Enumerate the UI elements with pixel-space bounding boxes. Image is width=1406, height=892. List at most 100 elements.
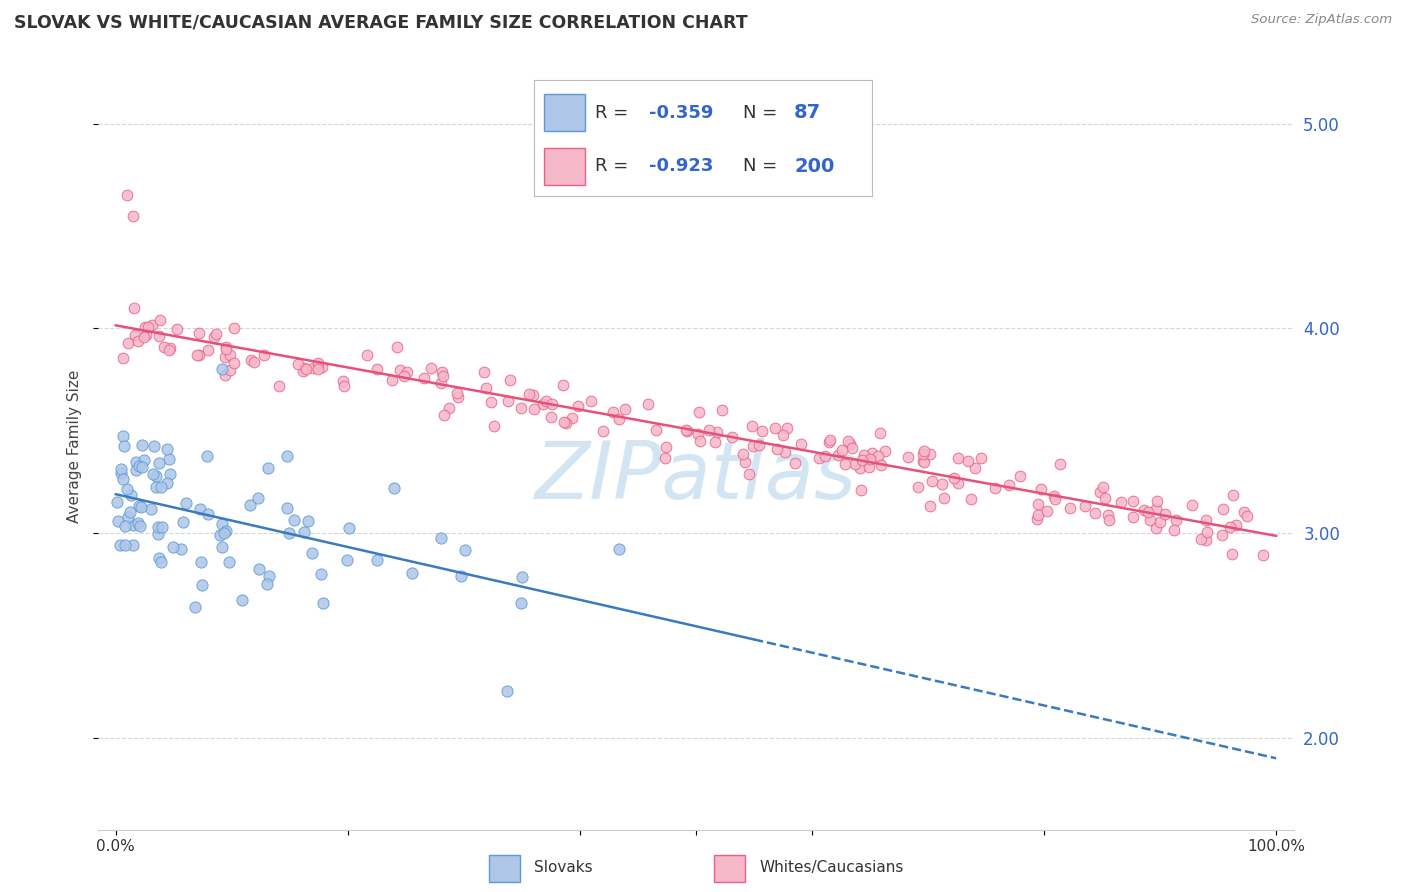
Point [135,328,157,343]
Point [395,365,418,379]
Point [868,449,890,463]
Point [204,327,226,342]
Text: N =: N = [744,157,783,175]
Point [117,335,139,350]
Point [152,519,174,533]
Point [911,447,934,461]
Point [231,592,253,607]
Point [148,456,170,470]
Point [1043,489,1066,503]
Point [388,363,411,377]
Point [112,472,135,486]
Point [1195,533,1218,547]
Point [1097,508,1119,522]
Point [312,596,335,610]
Point [607,542,630,557]
Point [1136,505,1159,519]
Point [858,459,880,474]
Text: 87: 87 [794,103,821,122]
Point [609,412,631,426]
Point [128,458,150,473]
Point [1026,508,1049,522]
Point [430,365,453,379]
Point [675,423,697,437]
Point [689,434,711,448]
Point [139,502,162,516]
Point [957,454,980,468]
Point [897,450,920,465]
Point [1144,521,1167,535]
Point [311,359,333,374]
Point [676,424,699,438]
Point [875,444,897,458]
Point [450,569,472,583]
Point [187,348,209,362]
Point [721,430,744,444]
Point [219,348,242,362]
Point [136,319,159,334]
Point [141,318,163,332]
Text: R =: R = [595,103,634,121]
Point [159,341,181,355]
Point [243,355,266,369]
Point [970,451,993,466]
Point [517,387,540,401]
Point [579,394,602,409]
Point [710,403,733,417]
Point [218,363,240,377]
Point [522,388,544,402]
Point [215,341,238,355]
Point [143,439,166,453]
Point [1028,497,1050,511]
Point [851,453,873,467]
Point [775,421,797,435]
Point [839,437,862,451]
Point [132,453,155,467]
Point [1036,504,1059,518]
Point [983,481,1005,495]
Point [531,396,554,410]
Point [120,505,142,519]
Point [157,452,180,467]
Point [437,401,460,416]
Point [1166,513,1188,527]
Point [934,491,956,505]
Point [111,351,134,365]
Point [790,436,813,450]
Point [401,566,423,581]
Point [256,577,278,591]
Point [654,450,676,465]
Point [170,542,193,557]
Point [166,322,188,336]
Point [523,401,546,416]
Point [302,361,325,376]
Point [911,454,934,468]
Point [831,443,853,458]
Point [645,423,668,437]
Point [122,209,145,223]
Point [540,410,562,425]
Point [1233,505,1256,519]
Point [211,517,233,532]
Point [385,340,408,354]
Point [567,399,589,413]
Point [510,596,533,610]
Text: Source: ZipAtlas.com: Source: ZipAtlas.com [1251,13,1392,27]
Point [1122,510,1144,524]
Point [592,424,614,438]
Point [337,521,360,535]
Point [159,343,181,357]
Point [148,328,170,343]
Point [1031,482,1053,496]
Point [688,405,710,419]
Point [159,467,181,482]
Y-axis label: Average Family Size: Average Family Size [67,369,83,523]
Point [827,448,849,462]
Point [188,502,211,516]
Point [454,543,477,558]
Text: SLOVAK VS WHITE/CAUCASIAN AVERAGE FAMILY SIZE CORRELATION CHART: SLOVAK VS WHITE/CAUCASIAN AVERAGE FAMILY… [14,13,748,31]
Point [111,429,134,443]
Point [107,514,129,528]
Point [150,555,173,569]
Point [256,460,278,475]
